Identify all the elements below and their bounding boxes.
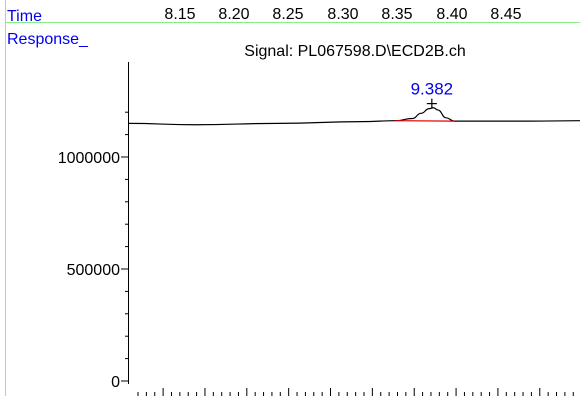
time-tick-label: 8.40 (436, 6, 467, 23)
time-tick-label: 8.25 (272, 6, 303, 23)
x-axis-ticks (137, 388, 574, 396)
chart-title: Signal: PL067598.D\ECD2B.ch (244, 43, 465, 60)
signal-series (127, 107, 580, 126)
y-tick-label: 0 (111, 374, 120, 391)
time-label: Time (7, 8, 42, 25)
y-axis-major-ticks: 0 500000 1000000 (58, 150, 128, 391)
y-tick-label: 1000000 (58, 150, 120, 167)
annotations: 9.382 (411, 80, 454, 109)
time-tick-label: 8.45 (490, 6, 521, 23)
response-label: Response_ (7, 31, 89, 48)
time-tick-label: 8.35 (381, 6, 412, 23)
time-tick-labels: 8.15 8.20 8.25 8.30 8.35 8.40 8.45 (164, 6, 521, 23)
time-tick-label: 8.30 (327, 6, 358, 23)
time-tick-label: 8.20 (218, 6, 249, 23)
y-axis-minor-ticks (125, 111, 128, 360)
time-tick-label: 8.15 (164, 6, 195, 23)
y-tick-label: 500000 (67, 262, 120, 279)
signal-trace (127, 107, 580, 126)
peak-label: 9.382 (411, 80, 454, 99)
